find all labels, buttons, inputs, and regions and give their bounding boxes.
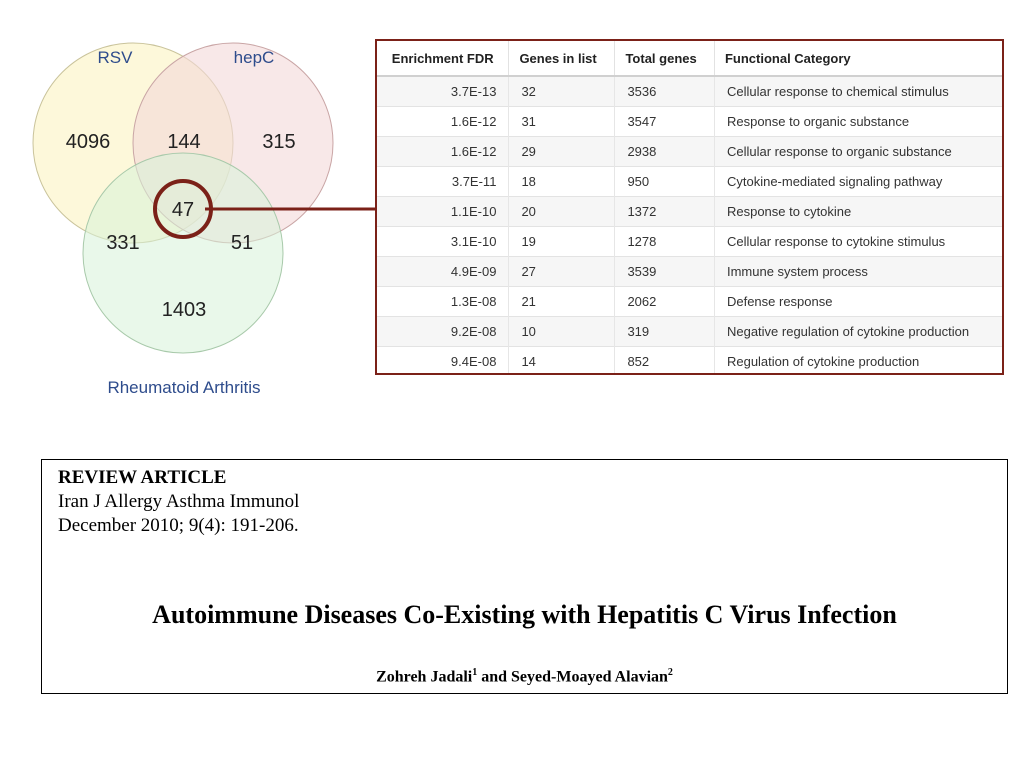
table-row: 4.9E-09 27 3539 Immune system process <box>377 256 1002 287</box>
table-row: 3.7E-11 18 950 Cytokine-mediated signali… <box>377 166 1002 197</box>
column-header-fdr: Enrichment FDR <box>377 41 510 77</box>
cell-functional-category: Immune system process <box>714 256 1002 287</box>
author-2-affiliation: 2 <box>667 667 673 678</box>
author-1: Zohreh Jadali <box>376 668 473 686</box>
cell-functional-category: Defense response <box>714 286 1002 317</box>
cell-total-genes: 3547 <box>614 106 715 137</box>
cell-fdr: 3.7E-13 <box>377 75 510 107</box>
region-count-rsv-ra: 331 <box>106 232 139 254</box>
cell-fdr: 3.7E-11 <box>377 166 510 197</box>
cell-genes-in-list: 19 <box>508 226 616 257</box>
ra-circle <box>82 152 284 354</box>
cell-total-genes: 2062 <box>614 286 715 317</box>
enrichment-table: Enrichment FDR Genes in list Total genes… <box>377 41 1002 373</box>
cell-functional-category: Cellular response to organic substance <box>714 136 1002 167</box>
cell-functional-category: Response to organic substance <box>714 106 1002 137</box>
cell-fdr: 1.3E-08 <box>377 286 510 317</box>
article-title: Autoimmune Diseases Co-Existing with Hep… <box>152 600 897 629</box>
set-label-rsv: RSV <box>98 48 134 67</box>
cell-fdr: 4.9E-09 <box>377 256 510 287</box>
table-row: 1.3E-08 21 2062 Defense response <box>377 286 1002 317</box>
cell-functional-category: Cellular response to chemical stimulus <box>714 75 1002 107</box>
cell-genes-in-list: 21 <box>508 286 616 317</box>
table-header-row: Enrichment FDR Genes in list Total genes… <box>377 41 1002 77</box>
cell-functional-category: Negative regulation of cytokine producti… <box>714 316 1002 347</box>
cell-fdr: 9.2E-08 <box>377 316 510 347</box>
column-header-genes-in-list: Genes in list <box>508 41 616 77</box>
cell-fdr: 3.1E-10 <box>377 226 510 257</box>
cell-total-genes: 852 <box>614 346 715 373</box>
enrichment-table-panel: Enrichment FDR Genes in list Total genes… <box>375 39 1004 375</box>
cell-total-genes: 2938 <box>614 136 715 167</box>
column-header-functional-category: Functional Category <box>714 41 1002 77</box>
table-row: 1.6E-12 31 3547 Response to organic subs… <box>377 106 1002 137</box>
cell-genes-in-list: 32 <box>508 75 616 107</box>
table-row: 9.4E-08 14 852 Regulation of cytokine pr… <box>377 346 1002 373</box>
article-type: REVIEW ARTICLE <box>58 467 227 488</box>
cell-total-genes: 1372 <box>614 196 715 227</box>
cell-functional-category: Cellular response to cytokine stimulus <box>714 226 1002 257</box>
cell-fdr: 1.6E-12 <box>377 136 510 167</box>
journal-issue: December 2010; 9(4): 191-206. <box>58 515 299 536</box>
set-label-hepc: hepC <box>234 48 275 67</box>
region-count-hepc-only: 315 <box>262 131 295 153</box>
table-row: 1.1E-10 20 1372 Response to cytokine <box>377 196 1002 227</box>
cell-genes-in-list: 10 <box>508 316 616 347</box>
table-row: 1.6E-12 29 2938 Cellular response to org… <box>377 136 1002 167</box>
region-count-rsv-only: 4096 <box>66 131 111 153</box>
cell-genes-in-list: 31 <box>508 106 616 137</box>
table-row: 3.1E-10 19 1278 Cellular response to cyt… <box>377 226 1002 257</box>
cell-genes-in-list: 18 <box>508 166 616 197</box>
table-row: 3.7E-13 32 3536 Cellular response to che… <box>377 75 1002 107</box>
author-separator: and <box>477 668 512 686</box>
cell-fdr: 9.4E-08 <box>377 346 510 373</box>
article-header: REVIEW ARTICLE Iran J Allergy Asthma Imm… <box>41 459 1008 694</box>
connector-line <box>205 207 377 211</box>
cell-fdr: 1.1E-10 <box>377 196 510 227</box>
cell-total-genes: 950 <box>614 166 715 197</box>
cell-fdr: 1.6E-12 <box>377 106 510 137</box>
cell-genes-in-list: 29 <box>508 136 616 167</box>
cell-total-genes: 3536 <box>614 75 715 107</box>
region-count-hepc-ra: 51 <box>231 232 253 254</box>
cell-genes-in-list: 27 <box>508 256 616 287</box>
author-1-affiliation: 1 <box>472 667 478 678</box>
column-header-total-genes: Total genes <box>614 41 715 77</box>
cell-genes-in-list: 20 <box>508 196 616 227</box>
cell-functional-category: Response to cytokine <box>714 196 1002 227</box>
table-row: 9.2E-08 10 319 Negative regulation of cy… <box>377 316 1002 347</box>
region-count-ra-only: 1403 <box>162 299 207 321</box>
cell-functional-category: Cytokine-mediated signaling pathway <box>714 166 1002 197</box>
region-count-all-three: 47 <box>172 199 194 221</box>
cell-functional-category: Regulation of cytokine production <box>714 346 1002 373</box>
cell-total-genes: 319 <box>614 316 715 347</box>
venn-diagram: RSV hepC Rheumatoid Arthritis 4096 144 3… <box>32 42 334 397</box>
region-count-rsv-hepc: 144 <box>167 131 200 153</box>
journal-name: Iran J Allergy Asthma Immunol <box>58 491 300 512</box>
cell-total-genes: 3539 <box>614 256 715 287</box>
article-authors: Zohreh Jadali1 and Seyed-Moayed Alavian2 <box>42 667 1007 686</box>
author-2: Seyed-Moayed Alavian <box>511 668 668 686</box>
cell-total-genes: 1278 <box>614 226 715 257</box>
article-meta: REVIEW ARTICLE Iran J Allergy Asthma Imm… <box>58 466 299 538</box>
cell-genes-in-list: 14 <box>508 346 616 373</box>
set-label-ra: Rheumatoid Arthritis <box>107 378 260 397</box>
